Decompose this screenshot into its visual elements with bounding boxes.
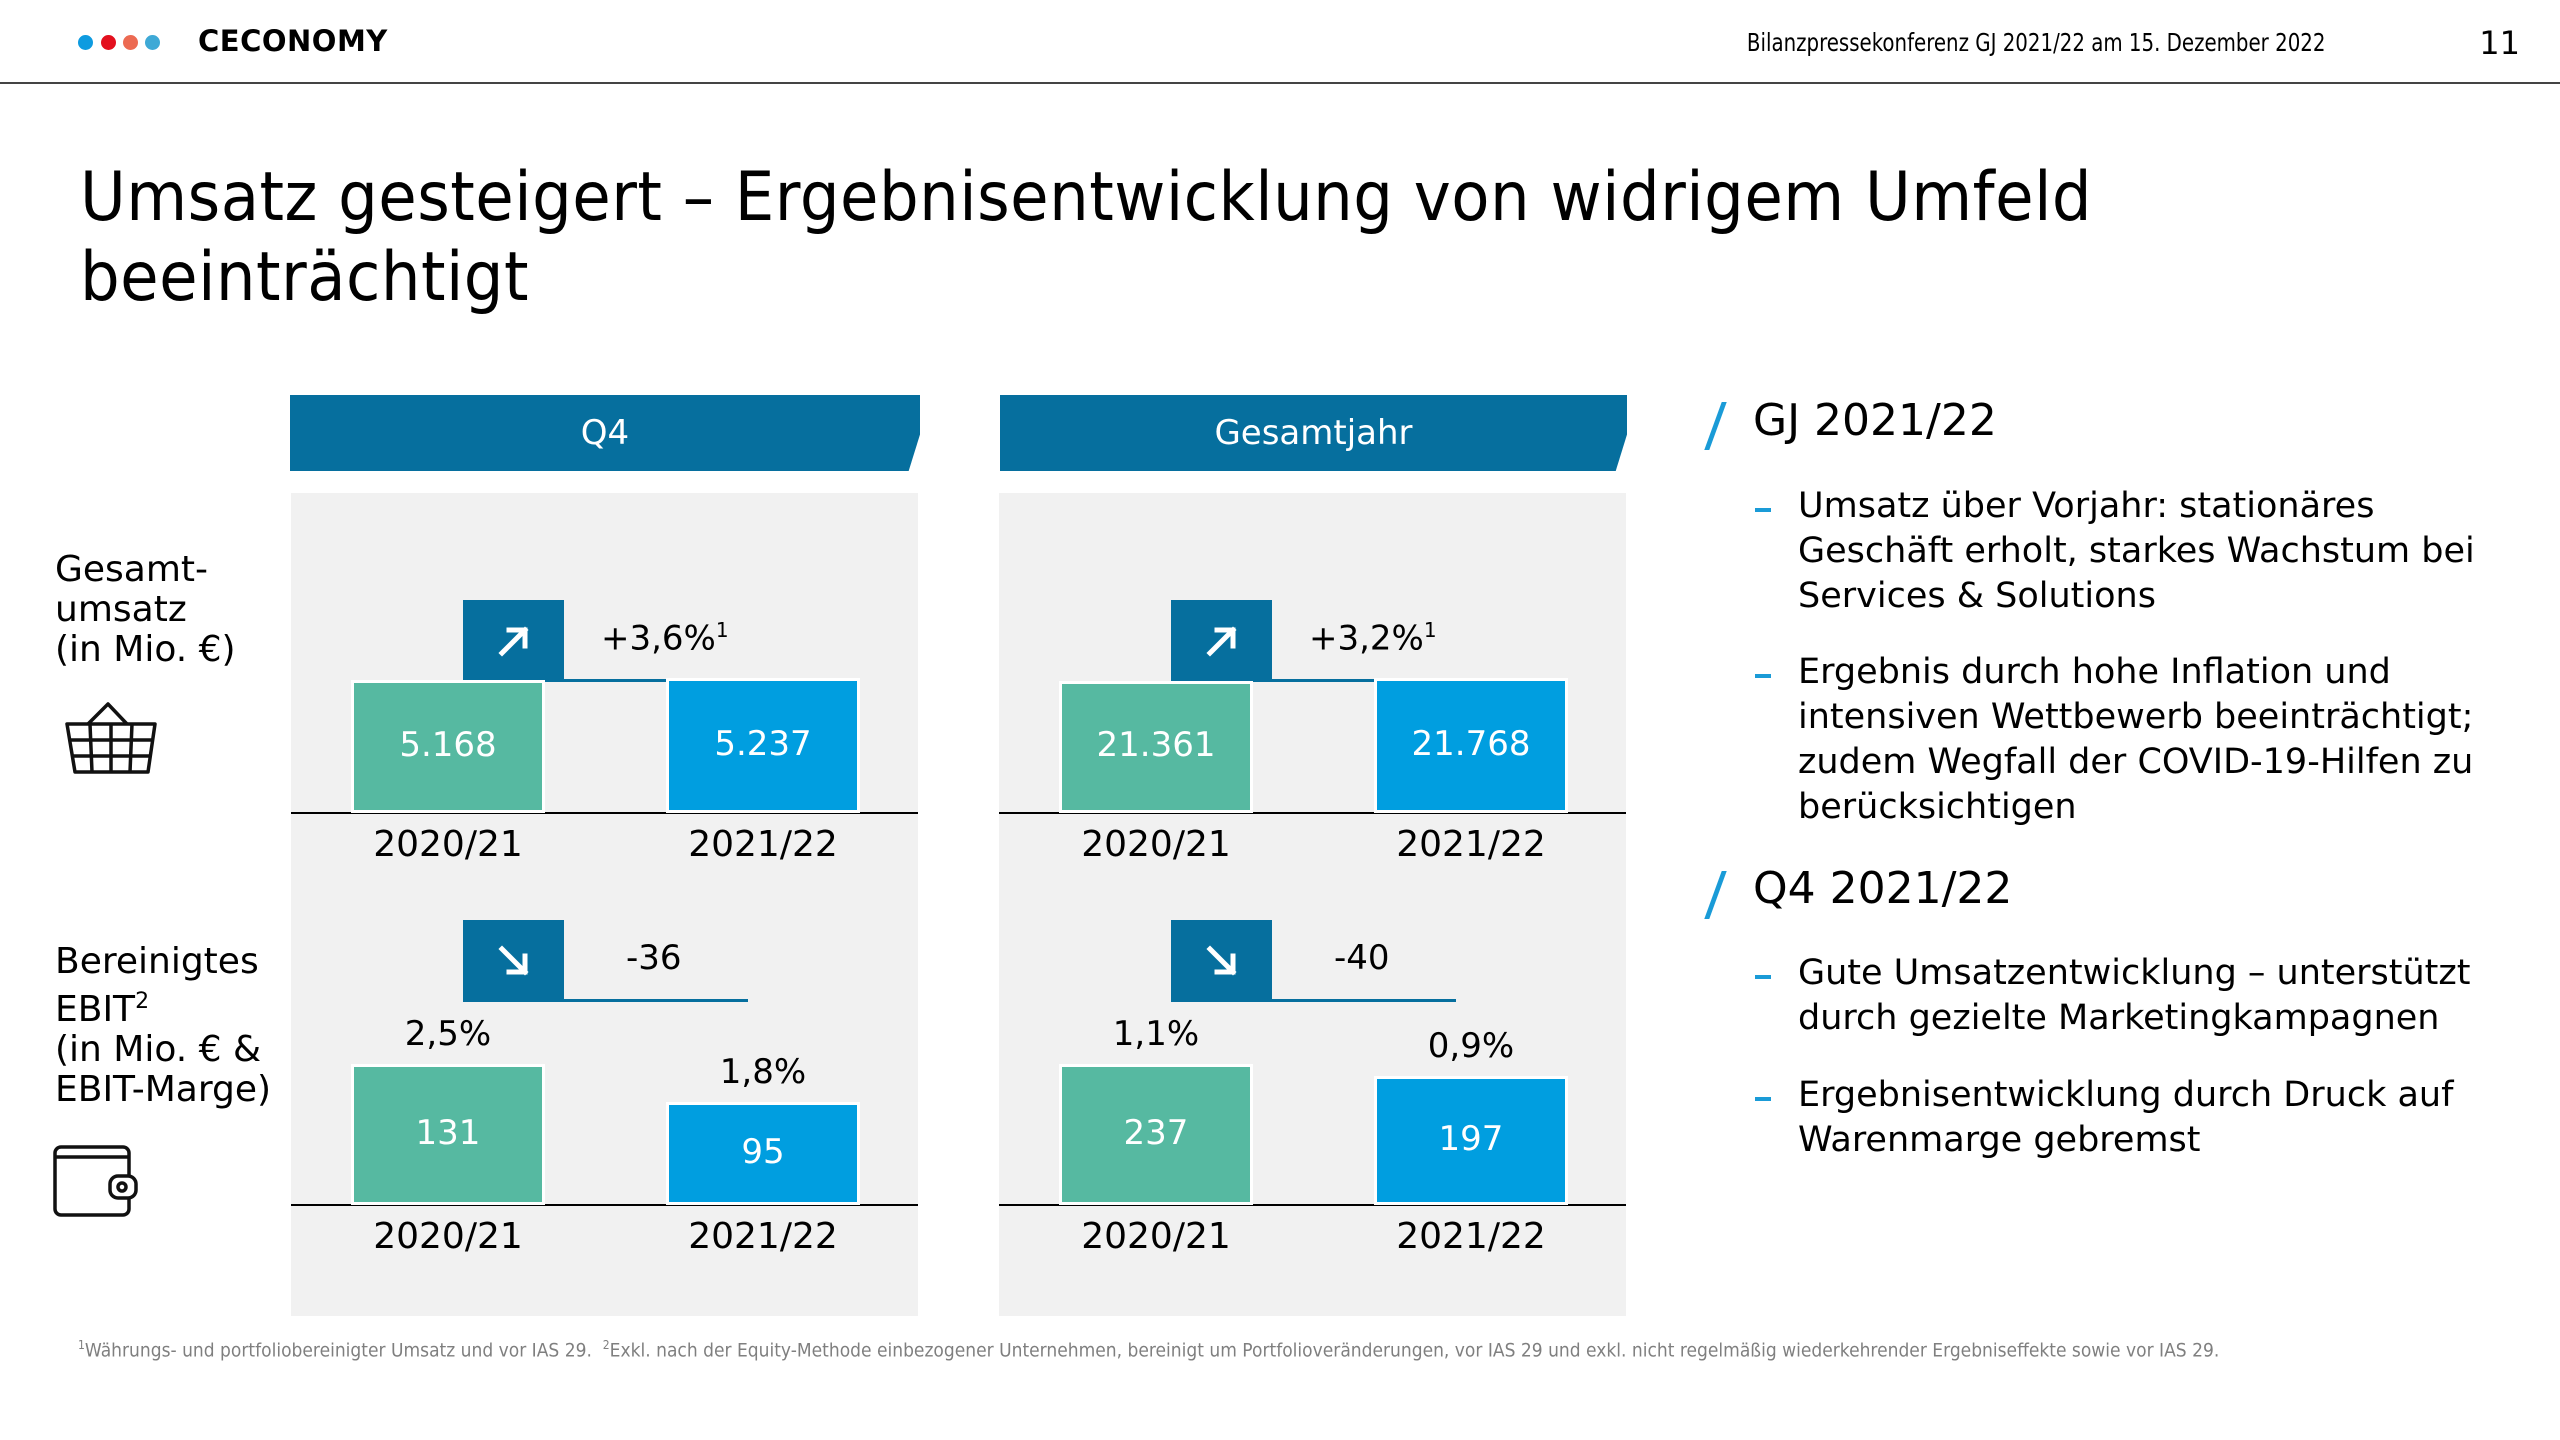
footnote-text: Währungs- und portfoliobereinigter Umsat… <box>84 1339 592 1362</box>
category-label: 2021/22 <box>688 824 838 865</box>
change-value: +3,2%1 <box>1309 618 1437 658</box>
chart-baseline <box>291 812 918 814</box>
category-label: 2020/21 <box>373 824 523 865</box>
slash-accent-icon <box>1704 871 1727 919</box>
bullet-item: Ergebnis durch hohe Inflation und intens… <box>1798 652 2474 827</box>
bullet-dash-icon <box>1755 1097 1771 1101</box>
chart-baseline <box>999 812 1626 814</box>
ebit-margin-label: 1,8% <box>719 1052 807 1093</box>
slash-accent-icon <box>1704 402 1727 450</box>
bullet-dash-icon <box>1755 508 1771 512</box>
row-label-line: (in Mio. €) <box>55 629 236 670</box>
section-heading-q4: Q4 2021/22 <box>1753 863 2013 914</box>
bar-value-label: 5.168 <box>399 724 497 765</box>
footnote-mark: 1 <box>1423 618 1437 642</box>
change-underline <box>564 999 748 1002</box>
row-label-text: EBIT <box>55 989 136 1030</box>
change-value: -36 <box>626 938 682 978</box>
slide-title-line1: Umsatz gesteigert – Ergebnisentwicklung … <box>80 158 2093 237</box>
row-label-line: Bereinigtes <box>55 941 259 982</box>
panel-title: Gesamtjahr <box>1214 413 1413 453</box>
bullet-dash-icon <box>1755 975 1771 979</box>
change-value: +3,6%1 <box>601 618 729 658</box>
bar-2020-21 <box>351 1064 545 1205</box>
panel-header-q4: Q4 <box>290 395 920 471</box>
section-heading-gj: GJ 2021/22 <box>1753 395 1997 446</box>
change-indicator-down <box>463 920 564 1002</box>
slide-title: Umsatz gesteigert – Ergebnisentwicklung … <box>80 158 2196 318</box>
panel-title: Q4 <box>580 413 630 453</box>
logo-dot <box>123 35 138 50</box>
change-value-text: -40 <box>1334 938 1390 978</box>
row-label-line: (in Mio. € & <box>55 1029 262 1070</box>
page-number: 11 <box>2479 24 2520 62</box>
row-label-revenue: Gesamt- umsatz (in Mio. €) <box>55 550 236 670</box>
bar-value-label: 21.768 <box>1411 724 1531 764</box>
bar-value-label: 237 <box>1123 1113 1189 1153</box>
category-label: 2021/22 <box>688 1216 838 1257</box>
logo-dot <box>78 35 93 50</box>
change-value: -40 <box>1334 938 1390 978</box>
bar-value-label: 197 <box>1438 1118 1504 1159</box>
bullet-item: Umsatz über Vorjahr: stationäres Geschäf… <box>1798 486 2475 616</box>
footnote-mark: 1 <box>78 1338 85 1352</box>
chart-baseline <box>291 1204 918 1206</box>
bar-2021-22 <box>1374 678 1568 813</box>
row-label-line: EBIT2 <box>55 982 271 1030</box>
footnote: 1Währungs- und portfoliobereinigter Umsa… <box>78 1338 2219 1361</box>
ebit-margin-label: 1,1% <box>1112 1014 1200 1054</box>
bar-value-label: 5.237 <box>714 724 812 764</box>
bar-value-label: 131 <box>415 1113 481 1153</box>
category-label: 2021/22 <box>1396 1216 1546 1257</box>
logo-dot <box>101 35 116 50</box>
footnote-mark: 2 <box>602 1338 610 1352</box>
bar-value-label: 95 <box>741 1132 785 1173</box>
bar-2020-21 <box>1059 1064 1253 1205</box>
slide-title-line2: beeinträchtigt <box>80 238 529 317</box>
row-label-line: Gesamt- <box>55 549 209 590</box>
bar-2021-22 <box>666 678 860 813</box>
ebit-margin-label: 2,5% <box>404 1014 492 1054</box>
category-label: 2020/21 <box>373 1216 523 1257</box>
footnote-mark: 1 <box>715 618 729 642</box>
change-value-text: +3,6% <box>601 618 716 659</box>
change-underline <box>564 679 748 682</box>
bullet-item: Ergebnisentwicklung durch Druck auf Ware… <box>1798 1075 2454 1160</box>
bar-2021-22 <box>666 1102 860 1205</box>
panel-header-gesamtjahr: Gesamtjahr <box>1000 395 1627 471</box>
bar-2020-21 <box>1059 680 1253 813</box>
change-underline <box>1272 999 1456 1002</box>
bar-2021-22 <box>1374 1075 1568 1205</box>
row-label-line: umsatz <box>55 589 187 630</box>
arrow-up-right-icon <box>497 626 529 657</box>
logo-dot <box>145 35 160 50</box>
change-underline <box>1272 679 1456 682</box>
category-label: 2021/22 <box>1396 824 1546 865</box>
footnote-text: Exkl. nach der Equity-Methode einbezogen… <box>609 1339 2220 1362</box>
change-value-text: +3,2% <box>1309 618 1424 659</box>
bar-value-label: 21.361 <box>1096 725 1216 766</box>
logo-text: CECONOMY <box>198 24 388 58</box>
footnote-mark: 2 <box>135 989 150 1014</box>
header-divider <box>0 82 2560 84</box>
wallet-icon <box>52 1143 140 1218</box>
change-value-text: -36 <box>626 938 682 978</box>
ebit-margin-label: 0,9% <box>1427 1025 1515 1066</box>
category-label: 2020/21 <box>1081 824 1231 865</box>
category-label: 2020/21 <box>1081 1216 1231 1257</box>
bar-2020-21 <box>351 679 545 813</box>
bullet-dash-icon <box>1755 674 1771 678</box>
shopping-basket-icon <box>64 700 159 775</box>
conference-title: Bilanzpressekonferenz GJ 2021/22 am 15. … <box>1746 28 2325 57</box>
change-indicator-down <box>1171 920 1272 1002</box>
row-label-line: EBIT-Marge) <box>55 1069 272 1110</box>
row-label-ebit: Bereinigtes EBIT2 (in Mio. € & EBIT-Marg… <box>55 942 271 1110</box>
change-indicator-up <box>463 600 564 682</box>
arrow-up-right-icon <box>1205 626 1237 657</box>
chart-baseline <box>999 1204 1626 1206</box>
arrow-down-right-icon <box>1205 945 1237 976</box>
change-indicator-up <box>1171 600 1272 682</box>
bullet-item: Gute Umsatzentwicklung – unterstützt dur… <box>1798 953 2471 1038</box>
arrow-down-right-icon <box>497 945 529 976</box>
